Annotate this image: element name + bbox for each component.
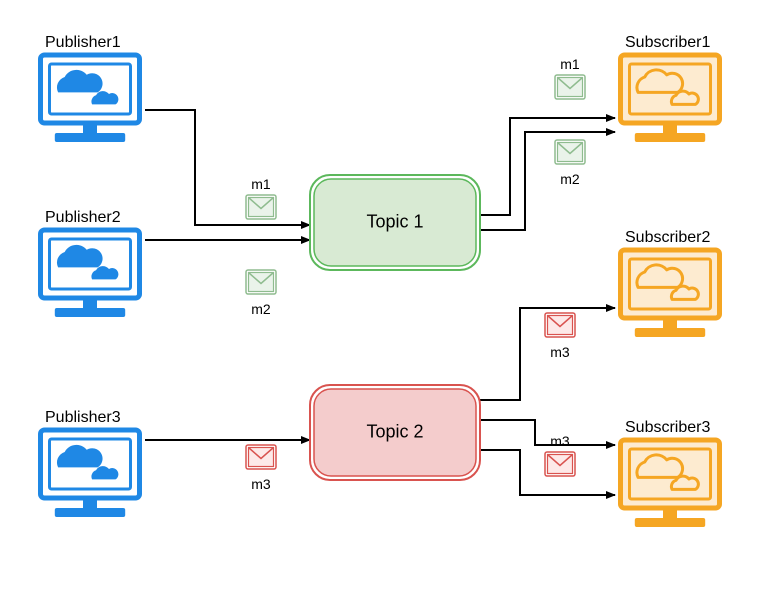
pub1: Publisher1 <box>41 34 140 142</box>
pub2: Publisher2 <box>41 209 140 317</box>
edge-6 <box>480 420 615 445</box>
pubsub-diagram: Topic 1 Topic 2 m1 m2 m3 m1 m2 m3 m3 Publisher1… <box>0 0 774 598</box>
subscriber-label: Subscriber1 <box>625 34 710 51</box>
message-msg-m3-s3: m3 <box>545 433 575 476</box>
message-label: m2 <box>251 301 271 317</box>
topic-topic2: Topic 2 <box>310 385 480 480</box>
sub1: Subscriber1 <box>621 34 720 142</box>
publisher-label: Publisher3 <box>45 409 121 426</box>
message-label: m3 <box>251 476 271 492</box>
edge-0 <box>145 110 310 225</box>
message-msg-m1-s1: m1 <box>555 56 585 99</box>
topic-topic1: Topic 1 <box>310 175 480 270</box>
message-label: m3 <box>550 344 570 360</box>
message-label: m1 <box>251 176 271 192</box>
message-msg-m3-s2: m3 <box>545 313 575 360</box>
topic-label: Topic 1 <box>366 211 423 231</box>
sub3: Subscriber3 <box>621 419 720 527</box>
subscriber-label: Subscriber2 <box>625 229 710 246</box>
message-msg-m1-in: m1 <box>246 176 276 219</box>
subscriber-label: Subscriber3 <box>625 419 710 436</box>
message-msg-m2-in: m2 <box>246 270 276 317</box>
pub3: Publisher3 <box>41 409 140 517</box>
publisher-label: Publisher1 <box>45 34 121 51</box>
message-label: m2 <box>560 171 580 187</box>
topic-label: Topic 2 <box>366 421 423 441</box>
sub2: Subscriber2 <box>621 229 720 337</box>
message-label: m3 <box>550 433 570 449</box>
publisher-label: Publisher2 <box>45 209 121 226</box>
message-msg-m3-in: m3 <box>246 445 276 492</box>
message-msg-m2-s1: m2 <box>555 140 585 187</box>
message-label: m1 <box>560 56 580 72</box>
